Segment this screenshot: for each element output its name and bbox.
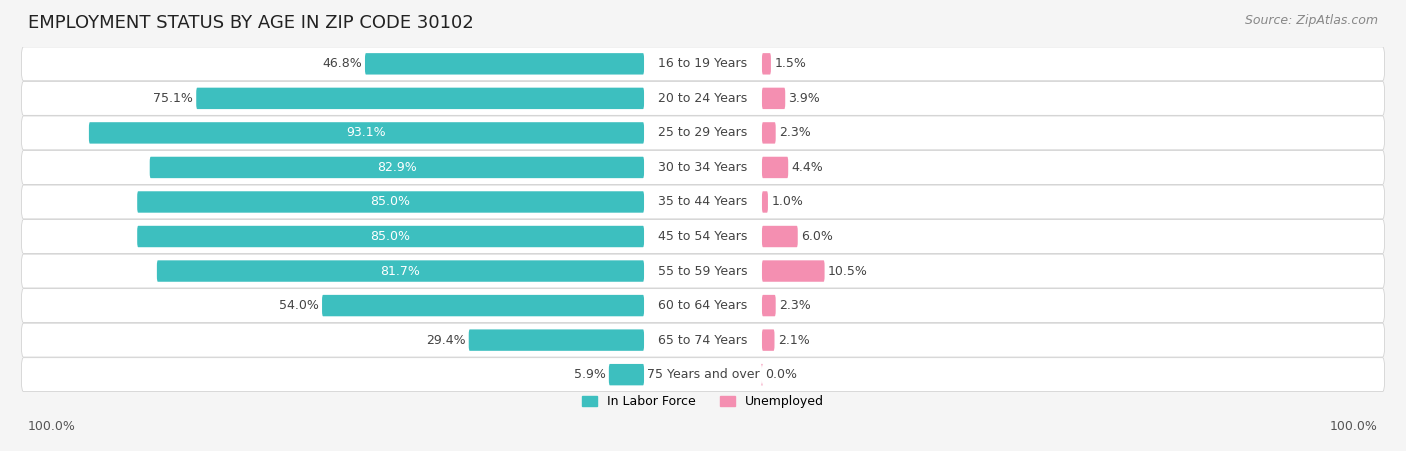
Text: 2.1%: 2.1%	[778, 334, 810, 347]
Text: 10.5%: 10.5%	[828, 265, 868, 277]
FancyBboxPatch shape	[21, 47, 1385, 81]
Text: 2.3%: 2.3%	[779, 126, 811, 139]
FancyBboxPatch shape	[149, 157, 644, 178]
Text: 81.7%: 81.7%	[381, 265, 420, 277]
Text: 2.3%: 2.3%	[779, 299, 811, 312]
Text: 82.9%: 82.9%	[377, 161, 416, 174]
Text: 75 Years and over: 75 Years and over	[647, 368, 759, 381]
FancyBboxPatch shape	[762, 122, 776, 143]
Text: 85.0%: 85.0%	[371, 195, 411, 208]
FancyBboxPatch shape	[468, 329, 644, 351]
FancyBboxPatch shape	[138, 191, 644, 213]
FancyBboxPatch shape	[21, 220, 1385, 253]
Text: 85.0%: 85.0%	[371, 230, 411, 243]
Text: 0.0%: 0.0%	[765, 368, 797, 381]
Text: 45 to 54 Years: 45 to 54 Years	[658, 230, 748, 243]
FancyBboxPatch shape	[761, 364, 763, 385]
Text: 1.5%: 1.5%	[775, 57, 806, 70]
FancyBboxPatch shape	[609, 364, 644, 385]
FancyBboxPatch shape	[762, 260, 824, 282]
Text: 75.1%: 75.1%	[153, 92, 193, 105]
Text: 4.4%: 4.4%	[792, 161, 824, 174]
Text: 29.4%: 29.4%	[426, 334, 465, 347]
FancyBboxPatch shape	[762, 329, 775, 351]
Text: 20 to 24 Years: 20 to 24 Years	[658, 92, 748, 105]
Text: 100.0%: 100.0%	[1330, 420, 1378, 433]
FancyBboxPatch shape	[762, 191, 768, 213]
Text: 46.8%: 46.8%	[322, 57, 361, 70]
FancyBboxPatch shape	[762, 53, 770, 74]
Text: EMPLOYMENT STATUS BY AGE IN ZIP CODE 30102: EMPLOYMENT STATUS BY AGE IN ZIP CODE 301…	[28, 14, 474, 32]
FancyBboxPatch shape	[21, 185, 1385, 219]
Text: 55 to 59 Years: 55 to 59 Years	[658, 265, 748, 277]
FancyBboxPatch shape	[89, 122, 644, 143]
Text: 25 to 29 Years: 25 to 29 Years	[658, 126, 748, 139]
FancyBboxPatch shape	[197, 87, 644, 109]
FancyBboxPatch shape	[21, 116, 1385, 150]
FancyBboxPatch shape	[21, 82, 1385, 115]
Text: 65 to 74 Years: 65 to 74 Years	[658, 334, 748, 347]
Text: 60 to 64 Years: 60 to 64 Years	[658, 299, 748, 312]
FancyBboxPatch shape	[366, 53, 644, 74]
Text: 30 to 34 Years: 30 to 34 Years	[658, 161, 748, 174]
Text: Source: ZipAtlas.com: Source: ZipAtlas.com	[1244, 14, 1378, 27]
Text: 54.0%: 54.0%	[278, 299, 319, 312]
FancyBboxPatch shape	[157, 260, 644, 282]
Text: 35 to 44 Years: 35 to 44 Years	[658, 195, 748, 208]
FancyBboxPatch shape	[21, 358, 1385, 391]
FancyBboxPatch shape	[21, 289, 1385, 322]
FancyBboxPatch shape	[322, 295, 644, 316]
FancyBboxPatch shape	[762, 226, 797, 247]
FancyBboxPatch shape	[21, 254, 1385, 288]
Text: 3.9%: 3.9%	[789, 92, 820, 105]
Legend: In Labor Force, Unemployed: In Labor Force, Unemployed	[576, 390, 830, 413]
Text: 1.0%: 1.0%	[772, 195, 803, 208]
FancyBboxPatch shape	[21, 323, 1385, 357]
FancyBboxPatch shape	[762, 157, 789, 178]
Text: 16 to 19 Years: 16 to 19 Years	[658, 57, 748, 70]
Text: 5.9%: 5.9%	[574, 368, 606, 381]
Text: 93.1%: 93.1%	[347, 126, 387, 139]
FancyBboxPatch shape	[762, 87, 785, 109]
FancyBboxPatch shape	[21, 151, 1385, 184]
FancyBboxPatch shape	[762, 295, 776, 316]
Text: 100.0%: 100.0%	[28, 420, 76, 433]
Text: 6.0%: 6.0%	[801, 230, 832, 243]
FancyBboxPatch shape	[138, 226, 644, 247]
